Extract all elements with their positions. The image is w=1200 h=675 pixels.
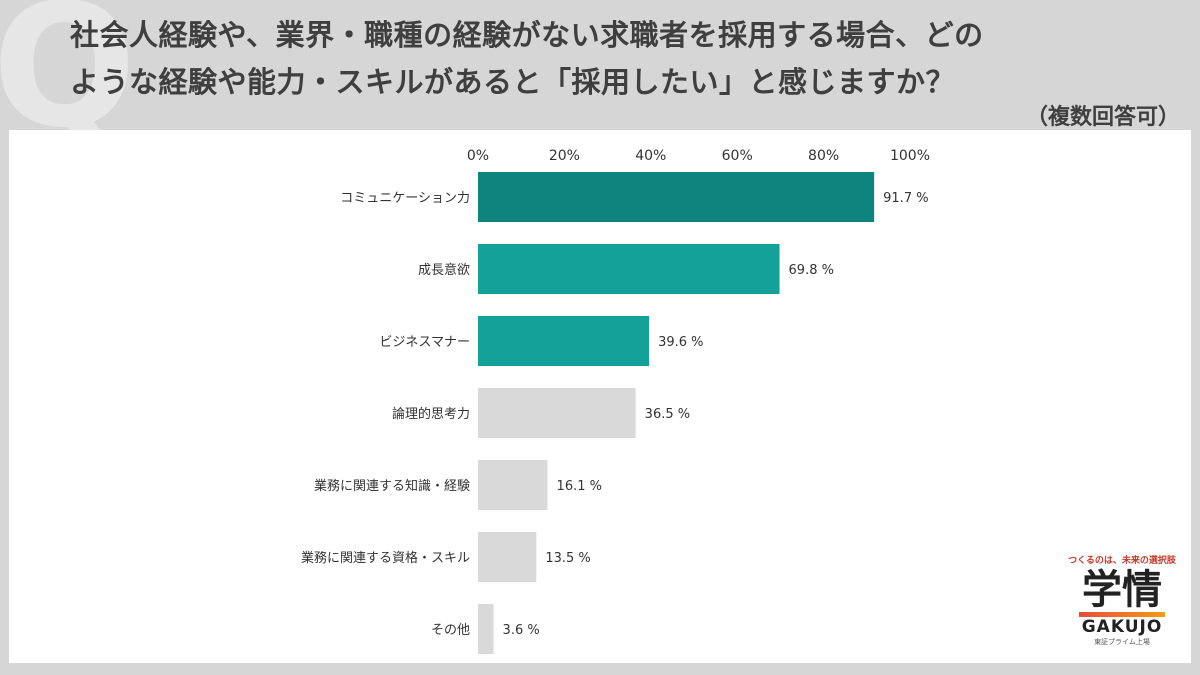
category-label: 業務に関連する知識・経験 <box>314 478 470 494</box>
category-label: その他 <box>431 623 470 638</box>
bar <box>478 532 537 582</box>
page-title: 社会人経験や、業界・職種の経験がない求職者を採用する場合、どの ような経験や能力… <box>70 12 1180 106</box>
x-tick-label: 0% <box>467 148 489 164</box>
category-label: ビジネスマナー <box>379 335 470 350</box>
value-label: 16.1 % <box>557 479 602 494</box>
x-tick-label: 80% <box>808 148 839 164</box>
category-label: 論理的思考力 <box>392 406 470 422</box>
q-watermark: Q <box>0 0 137 166</box>
x-tick-label: 100% <box>890 148 930 164</box>
title-line-1: 社会人経験や、業界・職種の経験がない求職者を採用する場合、どの <box>70 18 984 52</box>
brand-accent-bar <box>1079 612 1165 617</box>
value-label: 3.6 % <box>503 623 540 638</box>
brand-name-roman: GAKUJO <box>1081 617 1163 637</box>
brand-logo: つくるのは、未来の選択肢 学情 GAKUJO 東証プライム上場 <box>1067 553 1177 647</box>
x-tick-label: 60% <box>722 148 753 164</box>
x-tick-label: 20% <box>549 148 580 164</box>
bar <box>478 316 650 366</box>
category-label: コミュニケーション力 <box>340 191 470 206</box>
value-label: 91.7 % <box>883 191 928 206</box>
bar-chart: 0% 20% 40% 60% 80% 100% コミュニケーション力 91.7 % 成長意欲 69… <box>301 148 930 654</box>
category-label: 業務に関連する資格・スキル <box>301 550 470 566</box>
brand-name-kanji: 学情 <box>1082 567 1162 613</box>
bar <box>478 244 780 294</box>
bar <box>478 172 875 222</box>
brand-sub: 東証プライム上場 <box>1094 638 1150 646</box>
value-label: 36.5 % <box>645 407 690 422</box>
bar <box>478 460 548 510</box>
multiple-answer-note: （複数回答可） <box>1025 105 1180 130</box>
value-label: 69.8 % <box>789 263 834 278</box>
bar <box>478 388 636 438</box>
value-label: 13.5 % <box>545 551 590 566</box>
x-tick-label: 40% <box>635 148 666 164</box>
value-label: 39.6 % <box>658 335 703 350</box>
bar <box>478 604 494 654</box>
title-line-2: ような経験や能力・スキルがあると「採用したい」と感じますか？ <box>70 65 956 99</box>
brand-tagline: つくるのは、未来の選択肢 <box>1068 556 1176 566</box>
category-label: 成長意欲 <box>418 262 470 278</box>
chart-panel: 0% 20% 40% 60% 80% 100% コミュニケーション力 91.7 % 成長意欲 69… <box>9 130 1191 663</box>
